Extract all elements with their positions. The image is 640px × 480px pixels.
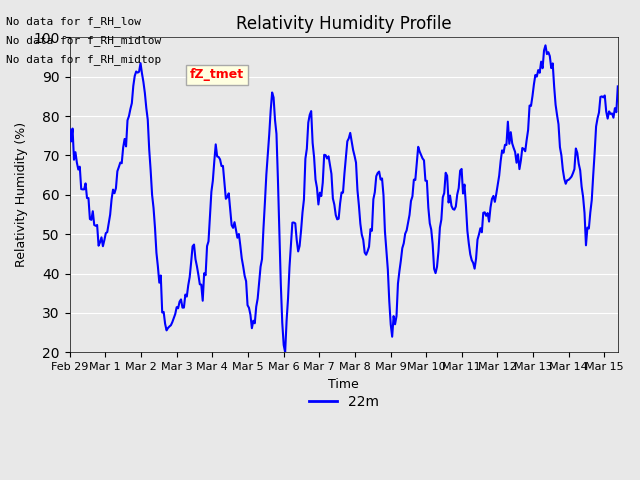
Title: Relativity Humidity Profile: Relativity Humidity Profile xyxy=(236,15,452,33)
Text: fZ_tmet: fZ_tmet xyxy=(190,68,244,81)
X-axis label: Time: Time xyxy=(328,377,359,391)
Text: No data for f_RH_midlow: No data for f_RH_midlow xyxy=(6,35,162,46)
Text: No data for f_RH_midtop: No data for f_RH_midtop xyxy=(6,54,162,65)
Legend: 22m: 22m xyxy=(303,389,384,415)
Text: No data for f_RH_low: No data for f_RH_low xyxy=(6,16,141,27)
Y-axis label: Relativity Humidity (%): Relativity Humidity (%) xyxy=(15,122,28,267)
